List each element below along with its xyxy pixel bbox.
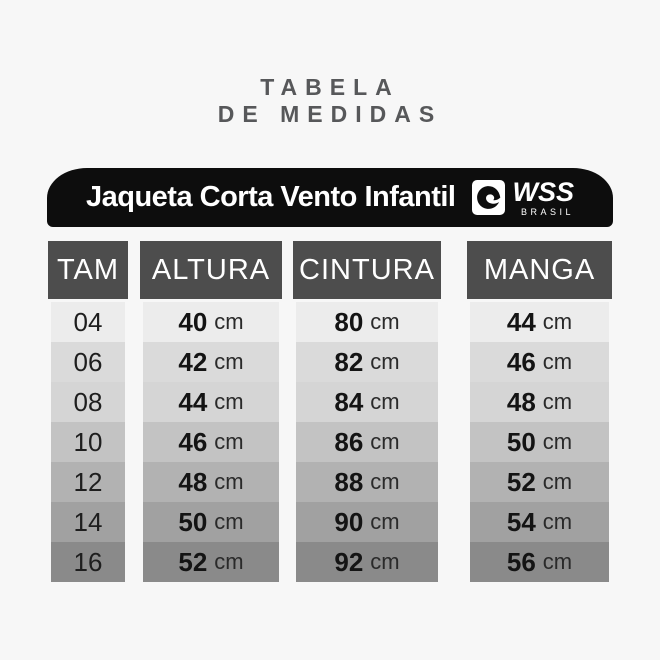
column-cintura: CINTURA 80 cm 82 cm 84 cm 86 cm 88 cm 90 cm 92…: [293, 241, 441, 582]
size-cell: 06: [51, 342, 125, 382]
measure-value: 46: [506, 346, 536, 377]
size-cell: 12: [51, 462, 125, 502]
measure-value: 84: [334, 386, 364, 417]
measure-unit: cm: [214, 509, 244, 534]
measure-value: 48: [178, 466, 208, 497]
measure-unit: cm: [542, 549, 573, 574]
measure-unit: cm: [542, 309, 573, 334]
size-table: TAM 04 06 08 10 12 14 16 ALTURA 40 cm 42 c…: [48, 241, 612, 582]
measure-cell: 48 cm: [143, 462, 279, 502]
measure-unit: cm: [542, 509, 573, 534]
measure-unit: cm: [214, 389, 244, 414]
header-cell-manga: MANGA: [467, 241, 612, 299]
measure-cell: 42 cm: [143, 342, 279, 382]
measure-cell: 54 cm: [470, 502, 609, 542]
measure-value: 52: [506, 466, 536, 497]
measure-unit: cm: [370, 389, 400, 414]
measure-value: 44: [506, 306, 536, 337]
measure-value: 46: [178, 426, 208, 457]
measure-unit: cm: [370, 469, 400, 494]
measure-cell: 46 cm: [470, 342, 609, 382]
measure-unit: cm: [214, 549, 244, 574]
header-cell-altura: ALTURA: [140, 241, 282, 299]
measure-unit: cm: [370, 509, 400, 534]
measure-cell: 80 cm: [296, 302, 438, 342]
brand-name: WSS: [512, 176, 574, 207]
page-title-line2: DE MEDIDAS: [217, 101, 443, 127]
measure-cell: 40 cm: [143, 302, 279, 342]
measure-value: 50: [506, 426, 536, 457]
product-banner: Jaqueta Corta Vento Infantil WSS BRASIL: [47, 168, 613, 227]
size-cell: 04: [51, 302, 125, 342]
measure-unit: cm: [370, 349, 400, 374]
measure-value: 56: [506, 546, 536, 577]
page-title: TABELA DE MEDIDAS: [0, 74, 660, 128]
header-cell-cintura: CINTURA: [293, 241, 441, 299]
measure-value: 90: [334, 506, 364, 537]
wave-swirl-icon: [477, 186, 501, 209]
measure-unit: cm: [214, 469, 244, 494]
measure-value: 42: [178, 346, 208, 377]
measure-value: 92: [334, 546, 364, 577]
size-cell: 08: [51, 382, 125, 422]
measure-cell: 46 cm: [143, 422, 279, 462]
measure-value: 40: [178, 306, 208, 337]
measure-value: 54: [506, 506, 536, 537]
measure-unit: cm: [542, 349, 573, 374]
measure-value: 44: [178, 386, 208, 417]
measure-value: 82: [334, 346, 364, 377]
column-tam: TAM 04 06 08 10 12 14 16: [48, 241, 128, 582]
measure-cell: 86 cm: [296, 422, 438, 462]
measure-cell: 50 cm: [143, 502, 279, 542]
column-altura: ALTURA 40 cm 42 cm 44 cm 46 cm 48 cm 50 cm 52 c…: [140, 241, 282, 582]
measure-value: 86: [334, 426, 364, 457]
measure-value: 80: [334, 306, 364, 337]
measure-unit: cm: [370, 549, 400, 574]
measure-unit: cm: [214, 309, 244, 334]
measure-cell: 92 cm: [296, 542, 438, 582]
measure-unit: cm: [370, 309, 400, 334]
measure-unit: cm: [542, 469, 573, 494]
size-cell: 16: [51, 542, 125, 582]
measure-cell: 88 cm: [296, 462, 438, 502]
measure-cell: 52 cm: [470, 462, 609, 502]
measure-cell: 44 cm: [143, 382, 279, 422]
measure-value: 88: [334, 466, 364, 497]
measure-unit: cm: [214, 349, 244, 374]
measure-cell: 90 cm: [296, 502, 438, 542]
measure-unit: cm: [542, 389, 573, 414]
measure-cell: 50 cm: [470, 422, 609, 462]
measure-cell: 48 cm: [470, 382, 609, 422]
measure-cell: 52 cm: [143, 542, 279, 582]
brand-logo-square: [472, 180, 506, 215]
measure-value: 50: [178, 506, 208, 537]
measure-unit: cm: [214, 429, 244, 454]
brand-subtitle: BRASIL: [520, 206, 574, 217]
brand-text: WSS BRASIL: [512, 176, 574, 217]
measure-unit: cm: [542, 429, 573, 454]
product-name: Jaqueta Corta Vento Infantil: [85, 181, 456, 213]
measure-cell: 82 cm: [296, 342, 438, 382]
page-title-line1: TABELA: [260, 74, 400, 100]
measure-value: 48: [506, 386, 536, 417]
brand-logo: WSS BRASIL: [472, 176, 574, 217]
measure-unit: cm: [370, 429, 400, 454]
measure-cell: 84 cm: [296, 382, 438, 422]
measure-value: 52: [178, 546, 208, 577]
size-cell: 14: [51, 502, 125, 542]
measure-cell: 44 cm: [470, 302, 609, 342]
header-cell-tam: TAM: [48, 241, 128, 299]
measure-cell: 56 cm: [470, 542, 609, 582]
size-cell: 10: [51, 422, 125, 462]
column-manga: MANGA 44 cm 46 cm 48 cm 50 cm 52 cm 54 cm 56 cm: [467, 241, 612, 582]
